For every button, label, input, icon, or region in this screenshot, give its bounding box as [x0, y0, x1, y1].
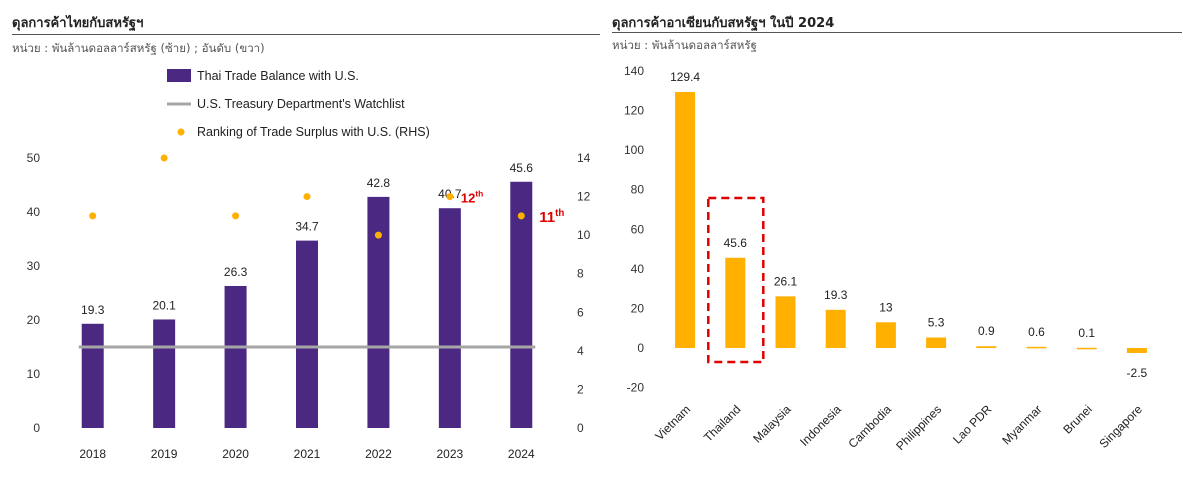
bar-thai-trade-balance — [510, 181, 533, 428]
legend-swatch-dot — [177, 128, 185, 136]
bar-asean-trade-balance — [675, 91, 696, 349]
asean-x-tick-label: Indonesia — [797, 402, 844, 449]
ranking-dot — [517, 212, 525, 220]
ranking-dot — [446, 193, 454, 201]
right-y-tick-label: 0 — [577, 421, 584, 435]
asean-y-tick-label: 100 — [624, 143, 644, 157]
asean-bar-data-label: 0.1 — [1078, 326, 1095, 340]
ranking-dot — [374, 231, 382, 239]
bar-data-label: 19.3 — [81, 303, 105, 317]
right-title-rule — [612, 32, 1182, 33]
ranking-dot — [232, 212, 240, 220]
asean-y-tick-label: 40 — [631, 262, 645, 276]
x-tick-label: 2023 — [437, 447, 464, 461]
bar-asean-trade-balance — [825, 309, 846, 348]
asean-y-tick-label: -20 — [627, 381, 645, 395]
asean-bar-data-label: 129.4 — [670, 70, 700, 84]
left-y-tick-label: 40 — [27, 205, 41, 219]
asean-x-tick-label: Brunei — [1060, 402, 1094, 436]
asean-bar-data-label: 0.6 — [1028, 325, 1045, 339]
bar-asean-trade-balance — [1126, 348, 1147, 353]
x-tick-label: 2024 — [508, 447, 535, 461]
bar-asean-trade-balance — [775, 296, 796, 348]
bar-data-label: 26.3 — [224, 265, 248, 279]
asean-y-tick-label: 0 — [637, 341, 644, 355]
asean-bar-data-label: 5.3 — [928, 316, 945, 330]
bar-asean-trade-balance — [976, 346, 997, 348]
right-y-tick-label: 10 — [577, 228, 591, 242]
rank-annotation-suffix: th — [475, 189, 483, 199]
left-y-tick-label: 0 — [33, 421, 40, 435]
bar-asean-trade-balance — [1026, 346, 1047, 349]
bar-thai-trade-balance — [296, 240, 318, 428]
bar-data-label: 45.6 — [510, 161, 534, 175]
right-y-tick-label: 8 — [577, 267, 584, 281]
right-y-tick-label: 6 — [577, 305, 584, 319]
legend-swatch-bar — [167, 69, 191, 82]
asean-x-tick-label: Myanmar — [999, 402, 1044, 447]
thailand-highlight-box — [707, 196, 765, 364]
asean-x-tick-label: Lao PDR — [950, 402, 995, 447]
asean-bar-data-label: 26.1 — [774, 274, 798, 288]
x-tick-label: 2022 — [365, 447, 392, 461]
left-y-tick-label: 20 — [27, 313, 41, 327]
bar-thai-trade-balance — [81, 323, 104, 428]
rank-annotation: 12th — [461, 189, 483, 206]
x-tick-label: 2021 — [294, 447, 321, 461]
right-y-tick-label: 12 — [577, 190, 591, 204]
bar-data-label: 20.1 — [152, 298, 176, 312]
x-tick-label: 2019 — [151, 447, 178, 461]
asean-x-tick-label: Singapore — [1096, 402, 1145, 451]
bar-asean-trade-balance — [725, 257, 746, 348]
asean-y-tick-label: 140 — [624, 64, 644, 78]
x-tick-label: 2018 — [79, 447, 106, 461]
right-chart-subtitle: หน่วย : พันล้านดอลลาร์สหรัฐ — [612, 38, 757, 52]
left-y-tick-label: 50 — [27, 151, 41, 165]
ranking-dot — [160, 154, 168, 162]
asean-y-tick-label: 120 — [624, 104, 644, 118]
rank-annotation: 11th — [539, 208, 564, 226]
rank-annotation-suffix: th — [555, 208, 564, 219]
asean-x-tick-label: Malaysia — [750, 402, 794, 446]
bar-asean-trade-balance — [1076, 347, 1097, 350]
x-tick-label: 2020 — [222, 447, 249, 461]
left-chart-title: ดุลการค้าไทยกับสหรัฐฯ — [12, 16, 144, 31]
bar-thai-trade-balance — [367, 196, 390, 428]
bar-data-label: 34.7 — [295, 220, 319, 234]
asean-x-tick-label: Vietnam — [652, 402, 693, 443]
asean-x-tick-label: Thailand — [701, 402, 743, 444]
left-y-tick-label: 30 — [27, 259, 41, 273]
left-chart-subtitle: หน่วย : พันล้านดอลลาร์สหรัฐ (ซ้าย) ; อัน… — [12, 41, 265, 55]
asean-y-tick-label: 80 — [631, 183, 645, 197]
legend-label-bar: Thai Trade Balance with U.S. — [197, 69, 359, 83]
bar-thai-trade-balance — [438, 208, 461, 428]
left-title-rule — [12, 34, 600, 35]
right-chart-title: ดุลการค้าอาเซียนกับสหรัฐฯ ในปี 2024 — [612, 16, 835, 31]
legend-label-line: U.S. Treasury Department's Watchlist — [197, 97, 405, 111]
ranking-dot — [89, 212, 97, 220]
asean-bar-data-label: 45.6 — [724, 236, 748, 250]
bar-data-label: 42.8 — [367, 176, 391, 190]
legend-label-dot: Ranking of Trade Surplus with U.S. (RHS) — [197, 125, 430, 139]
asean-x-tick-label: Philippines — [893, 402, 944, 453]
bar-asean-trade-balance — [875, 322, 896, 348]
ranking-dot — [303, 193, 311, 201]
right-y-tick-label: 2 — [577, 382, 584, 396]
asean-bar-data-label: 19.3 — [824, 288, 848, 302]
asean-bar-data-label: 0.9 — [978, 324, 995, 338]
right-y-tick-label: 14 — [577, 151, 591, 165]
right-y-tick-label: 4 — [577, 344, 584, 358]
bar-thai-trade-balance — [224, 285, 247, 428]
bar-asean-trade-balance — [926, 337, 947, 348]
asean-bar-data-label: 13 — [879, 300, 893, 314]
asean-y-tick-label: 60 — [631, 222, 645, 236]
bar-thai-trade-balance — [153, 319, 176, 428]
left-y-tick-label: 10 — [27, 367, 41, 381]
asean-bar-data-label: -2.5 — [1127, 366, 1148, 380]
asean-x-tick-label: Cambodia — [845, 402, 894, 451]
asean-y-tick-label: 20 — [631, 301, 645, 315]
